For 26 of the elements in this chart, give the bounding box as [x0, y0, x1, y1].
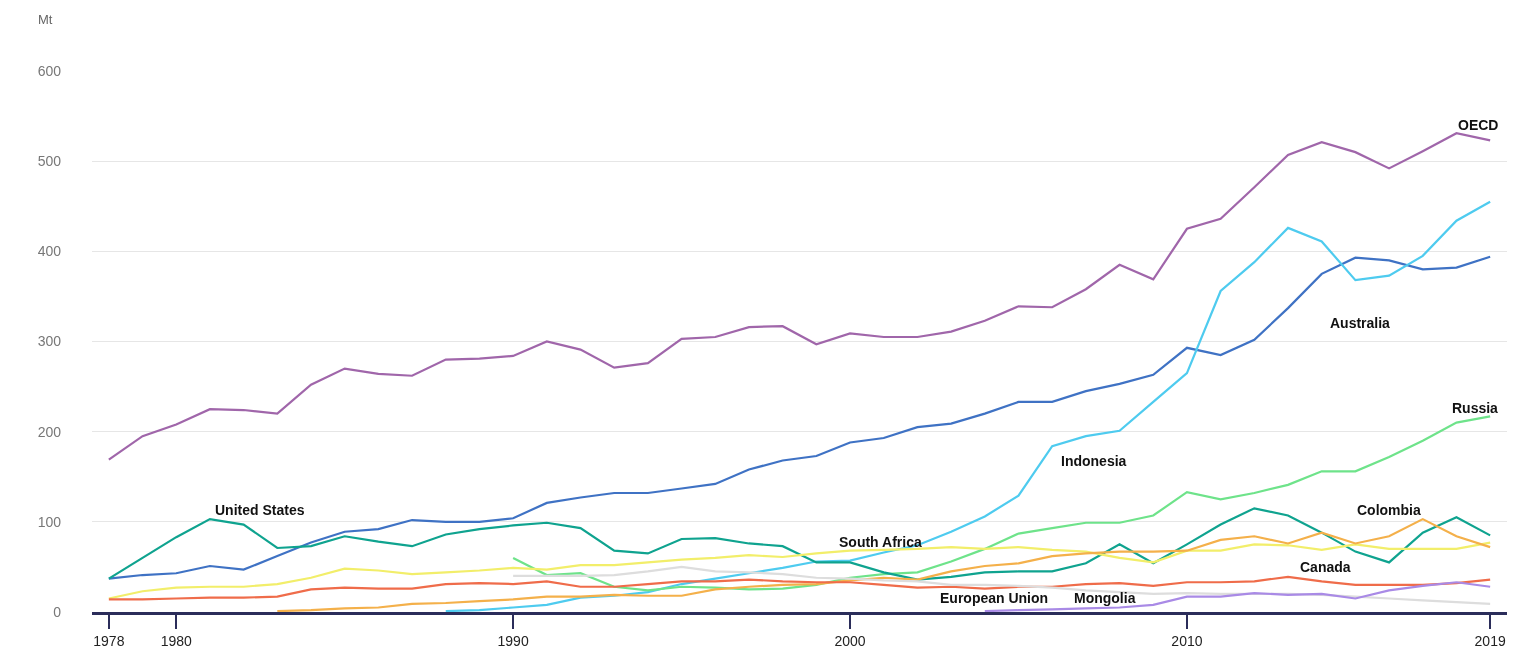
- y-tick-label: 400: [37, 243, 62, 260]
- series-label: Canada: [1300, 559, 1351, 575]
- y-tick-label: 100: [37, 513, 62, 530]
- x-tick-label: 1990: [497, 632, 529, 649]
- x-tick-label: 2010: [1171, 632, 1203, 649]
- x-tick-label: 1978: [93, 632, 125, 649]
- y-tick-label: 300: [37, 333, 62, 350]
- series-label: Mongolia: [1074, 590, 1136, 606]
- y-tick-label: 600: [37, 62, 62, 79]
- series-label: Indonesia: [1061, 453, 1127, 469]
- x-tick-label: 2019: [1474, 632, 1506, 649]
- x-tick-label: 2000: [834, 632, 866, 649]
- series-label: South Africa: [839, 534, 922, 550]
- series-label: OECD: [1458, 117, 1499, 133]
- y-tick-label: 500: [37, 153, 62, 170]
- y-tick-label: 200: [37, 423, 62, 440]
- series-label: European Union: [940, 590, 1049, 606]
- text: Australia: [1330, 315, 1391, 331]
- series-label: Colombia: [1357, 502, 1421, 518]
- series-label: United States: [215, 502, 305, 518]
- series-label: Russia: [1452, 400, 1499, 416]
- x-tick-label: 1980: [160, 632, 193, 649]
- line-series: [276, 518, 1492, 612]
- y-tick-label: 0: [53, 603, 62, 620]
- y-axis-title: Mt: [38, 12, 53, 27]
- line-series: [512, 415, 1492, 592]
